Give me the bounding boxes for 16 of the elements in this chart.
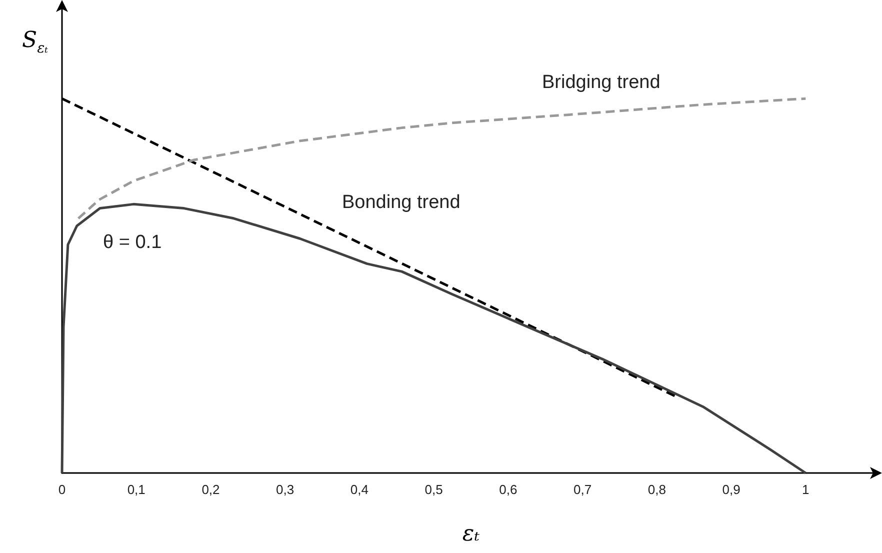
x-tick-label: 0,6 [499,482,518,497]
x-tick-label: 0,3 [276,482,294,497]
y-axis-title: S$_{εₜ}$ [22,28,48,56]
annotation: Bonding trend [342,192,460,214]
x-tick-label: 0,4 [350,482,368,497]
text: Bridging trend [542,72,660,94]
x-tick-label: 0,1 [127,482,146,497]
x-tick-label: 1 [802,482,810,497]
x-tick-label: 0,9 [722,482,740,497]
x-tick-label: 0,2 [202,482,220,497]
annotation: θ = 0.1 [103,232,162,254]
x-axis-title: εₜ [462,522,480,546]
x-tick-label: 0 [58,482,66,497]
x-tick-label: 0,7 [574,482,592,497]
x-tick-label: 0,5 [424,482,443,497]
x-tick-label: 0,8 [648,482,666,497]
